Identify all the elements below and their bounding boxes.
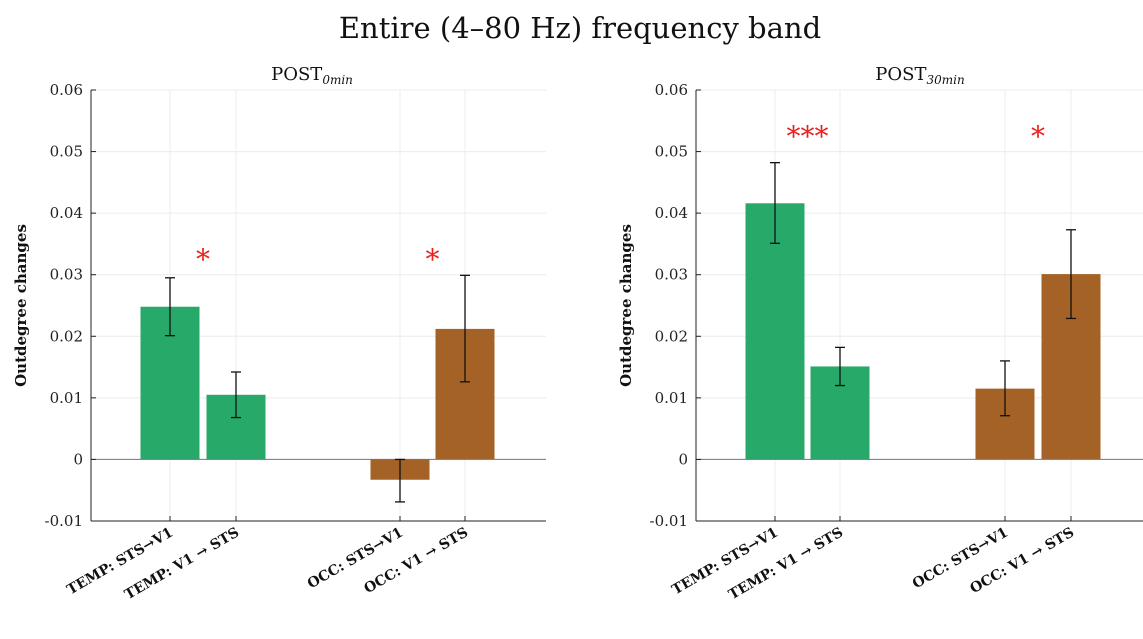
panel-post-0min: -0.01 0 0.01 0.02 0.03 0.04 0.05 0.06 TEMP: STS→… (12, 64, 546, 603)
y-axis-label: Outdegree changes (617, 224, 635, 387)
y-tick-label: -0.01 (45, 512, 83, 530)
y-tick-label: 0.02 (655, 327, 688, 345)
y-tick-label: 0.05 (655, 143, 688, 161)
x-tick-label: TEMP: V1 → STS (122, 525, 242, 604)
panel-post-30min: -0.01 0 0.01 0.02 0.03 0.04 0.05 0.06 TEMP: STS→… (617, 64, 1143, 603)
panel-title: POST30min (875, 64, 964, 87)
y-tick-label: -0.01 (650, 512, 688, 530)
figure-title: Entire (4–80 Hz) frequency band (339, 11, 821, 45)
y-tick-label: 0.03 (50, 266, 83, 284)
y-tick-label: 0.03 (655, 266, 688, 284)
significance-marker: *** (787, 120, 829, 153)
y-tick-label: 0.04 (50, 204, 83, 222)
x-tick-label: TEMP: V1 → STS (726, 525, 846, 604)
panel-title: POST0min (271, 64, 353, 87)
significance-marker: * (426, 243, 440, 276)
y-tick-label: 0 (73, 450, 83, 468)
y-tick-label: 0.06 (655, 81, 688, 99)
y-axis-label: Outdegree changes (12, 224, 30, 387)
x-tick-label: TEMP: STS→V1 (669, 525, 781, 599)
bar (745, 203, 805, 460)
y-tick-label: 0.05 (50, 143, 83, 161)
y-tick-label: 0.01 (655, 389, 688, 407)
significance-marker: * (196, 243, 210, 276)
x-tick-label: TEMP: STS→V1 (64, 525, 176, 599)
y-tick-label: 0.04 (655, 204, 688, 222)
y-tick-label: 0.02 (50, 327, 83, 345)
significance-marker: * (1031, 120, 1045, 153)
y-tick-label: 0.06 (50, 81, 83, 99)
y-tick-label: 0.01 (50, 389, 83, 407)
y-tick-label: 0 (678, 450, 688, 468)
